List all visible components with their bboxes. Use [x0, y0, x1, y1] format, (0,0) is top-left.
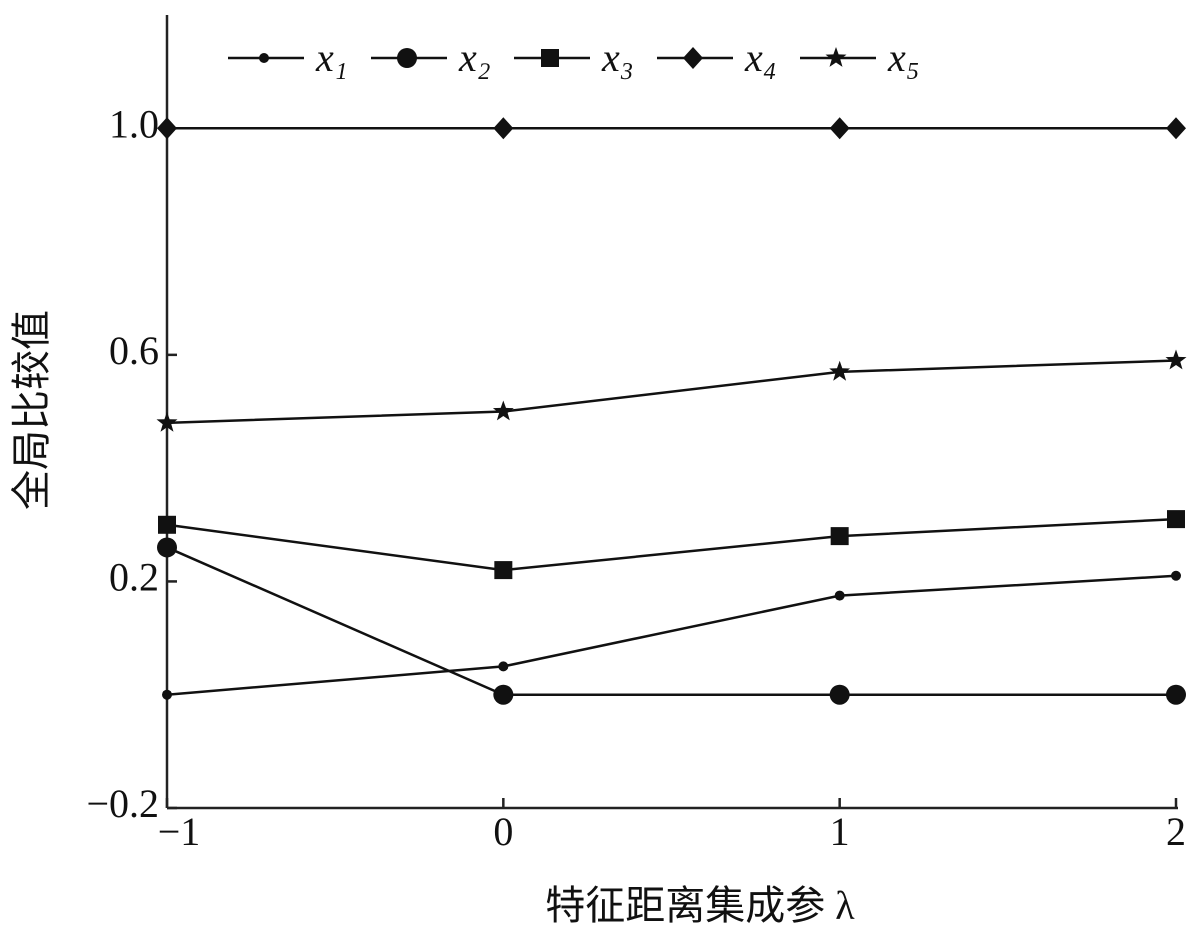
marker: [829, 117, 850, 140]
y-tick-label: −0.2: [86, 781, 159, 826]
x-tick-label: −1: [158, 809, 201, 854]
legend-label: x₂: [458, 35, 491, 80]
marker: [830, 527, 849, 546]
x-axis-label: 特征距离集成参 λ: [545, 883, 855, 928]
marker: [1171, 570, 1181, 581]
legend-label: x₅: [887, 35, 920, 80]
marker: [498, 661, 509, 672]
marker: [829, 684, 850, 705]
marker: [834, 590, 845, 601]
y-axis-label: 全局比较值: [9, 310, 54, 510]
series-line: [166, 574, 1177, 696]
marker: [1166, 117, 1186, 140]
legend-label: x₄: [744, 35, 777, 80]
marker: [158, 515, 176, 534]
legend-marker: [541, 49, 559, 67]
marker: [493, 684, 514, 705]
marker: [829, 360, 851, 381]
series-line: [166, 359, 1177, 425]
y-tick-label: 0.2: [109, 555, 159, 600]
legend-label: x₃: [601, 35, 634, 80]
marker: [157, 117, 177, 140]
legend-marker: [259, 53, 269, 63]
y-tick-label: 0.6: [109, 328, 159, 373]
marker: [156, 411, 178, 432]
marker: [493, 117, 514, 140]
marker: [1167, 510, 1185, 529]
marker: [494, 561, 513, 580]
x-tick-label: 0: [493, 809, 513, 854]
y-tick-label: 1.0: [109, 101, 159, 146]
legend-label: x₁: [315, 35, 348, 80]
series-line: [166, 546, 1176, 696]
marker: [162, 689, 172, 700]
x-tick-label: 2: [1166, 809, 1186, 854]
marker: [492, 400, 514, 421]
series-line: [166, 517, 1177, 572]
legend-marker: [397, 48, 417, 68]
legend-marker: [683, 47, 703, 69]
marker: [157, 537, 177, 558]
x-tick-label: 1: [830, 809, 850, 854]
marker: [1166, 684, 1186, 705]
marker: [1165, 349, 1187, 370]
legend-marker: [825, 47, 847, 67]
